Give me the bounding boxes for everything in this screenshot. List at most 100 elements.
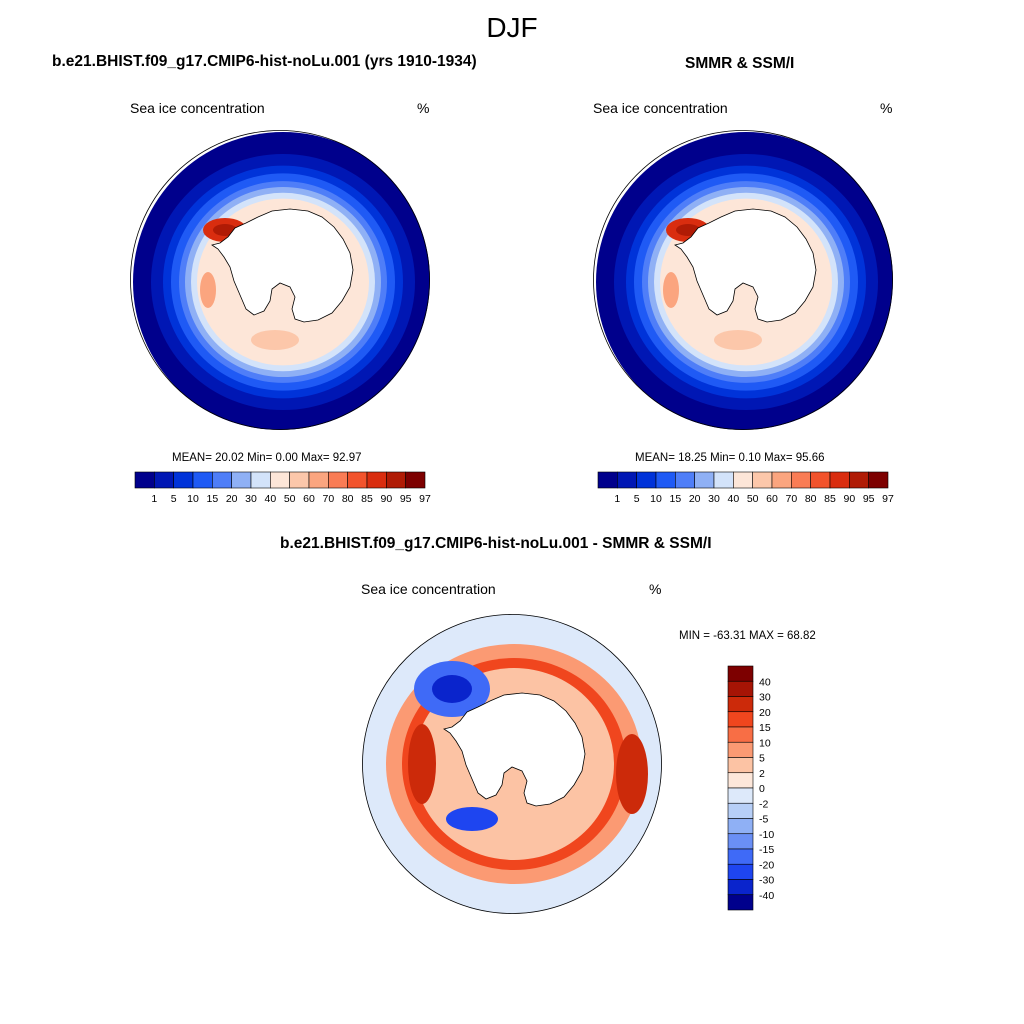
colorbar-box: [655, 471, 676, 489]
diff-stats: MIN = -63.31 MAX = 68.82: [679, 630, 816, 642]
colorbar-box: [727, 665, 754, 682]
diff-neg-ross: [446, 807, 498, 831]
colorbar-box: [154, 471, 174, 489]
colorbar-box: [727, 711, 754, 728]
obs-stats: MEAN= 18.25 Min= 0.10 Max= 95.66: [635, 452, 825, 464]
map-boundary: [593, 130, 893, 430]
colorbar-tick-label: -5: [759, 814, 768, 826]
colorbar-box: [727, 680, 754, 697]
model-variable-label: Sea ice concentration: [130, 100, 265, 116]
obs-map: [593, 130, 893, 430]
model-stats: MEAN= 20.02 Min= 0.00 Max= 92.97: [172, 452, 362, 464]
colorbar-box: [791, 471, 811, 489]
colorbar-box: [597, 471, 618, 489]
colorbar-box: [289, 471, 310, 489]
colorbar-box: [771, 471, 792, 489]
colorbar-tick-label: 90: [380, 493, 392, 505]
colorbar-tick-label: 40: [264, 493, 276, 505]
colorbar-box: [849, 471, 869, 489]
colorbar-tick-label: 97: [882, 493, 894, 505]
colorbar-box: [727, 696, 754, 713]
colorbar-tick-label: 20: [689, 493, 701, 505]
obs-units-label: %: [880, 100, 893, 116]
colorbar-box: [347, 471, 368, 489]
colorbar-box: [727, 879, 754, 896]
colorbar-tick-label: 40: [759, 676, 771, 688]
colorbar-box: [727, 787, 754, 804]
colorbar-box: [727, 894, 754, 911]
colorbar-tick-label: 95: [863, 493, 875, 505]
colorbar-tick-label: 15: [206, 493, 218, 505]
model-map: [130, 130, 430, 430]
colorbar-tick-label: 15: [759, 722, 771, 734]
colorbar-box: [694, 471, 715, 489]
colorbar-box: [636, 471, 657, 489]
colorbar-box: [366, 471, 387, 489]
colorbar-box: [752, 471, 773, 489]
colorbar-box: [829, 471, 850, 489]
colorbar-tick-label: -15: [759, 844, 774, 856]
colorbar-box: [727, 802, 754, 819]
diff-units-label: %: [649, 581, 662, 597]
colorbar-tick-label: 80: [805, 493, 817, 505]
colorbar-box: [231, 471, 252, 489]
colorbar-box: [405, 471, 426, 489]
colorbar-box: [250, 471, 271, 489]
ross-patch: [251, 330, 299, 350]
diff-map: [362, 614, 662, 914]
colorbar-tick-label: -2: [759, 798, 768, 810]
colorbar-tick-label: 30: [708, 493, 720, 505]
colorbar-box: [134, 471, 155, 489]
colorbar-box: [328, 471, 348, 489]
colorbar-tick-label: 5: [171, 493, 177, 505]
colorbar-tick-label: 30: [759, 692, 771, 704]
colorbar-tick-label: 10: [759, 737, 771, 749]
colorbar-tick-label: 90: [843, 493, 855, 505]
obs-variable-label: Sea ice concentration: [593, 100, 728, 116]
colorbar-box: [727, 818, 754, 835]
colorbar-tick-label: 20: [226, 493, 238, 505]
map-boundary: [362, 614, 662, 914]
ross-patch: [714, 330, 762, 350]
colorbar-tick-label: 20: [759, 707, 771, 719]
colorbar-box: [727, 833, 754, 850]
colorbar-tick-label: 50: [284, 493, 296, 505]
diff-panel-title: b.e21.BHIST.f09_g17.CMIP6-hist-noLu.001 …: [280, 535, 712, 552]
colorbar-tick-label: 70: [785, 493, 797, 505]
colorbar-box: [727, 772, 754, 789]
colorbar-box: [617, 471, 637, 489]
colorbar-box: [192, 471, 213, 489]
colorbar-box: [727, 863, 754, 880]
colorbar-tick-label: 80: [342, 493, 354, 505]
colorbar-box: [727, 741, 754, 758]
colorbar-box: [212, 471, 232, 489]
diff-neg-core: [432, 675, 472, 703]
colorbar-tick-label: 5: [634, 493, 640, 505]
antarctica-outline: [443, 692, 586, 807]
diff-pos-west: [408, 724, 436, 804]
diff-pos-east: [616, 734, 648, 814]
colorbar-tick-label: 97: [419, 493, 431, 505]
model-units-label: %: [417, 100, 430, 116]
colorbar-box: [727, 726, 754, 743]
colorbar-tick-label: 60: [766, 493, 778, 505]
colorbar-tick-label: -20: [759, 859, 774, 871]
colorbar-box: [733, 471, 753, 489]
figure-title: DJF: [486, 12, 538, 43]
colorbar-box: [810, 471, 831, 489]
map-boundary: [130, 130, 430, 430]
colorbar-tick-label: 10: [650, 493, 662, 505]
peninsula-patch: [663, 272, 679, 308]
model-colorbar: 1 5 10 15 20 30 40 50 60 70 80 85 90 95 97: [134, 471, 431, 505]
colorbar-box: [270, 471, 290, 489]
colorbar-tick-label: -30: [759, 875, 774, 887]
colorbar-box: [386, 471, 406, 489]
colorbar-tick-label: 85: [361, 493, 373, 505]
colorbar-tick-label: 0: [759, 783, 765, 795]
colorbar-box: [675, 471, 695, 489]
colorbar-tick-label: 1: [614, 493, 620, 505]
colorbar-box: [173, 471, 194, 489]
colorbar-tick-label: 85: [824, 493, 836, 505]
colorbar-box: [308, 471, 329, 489]
colorbar-tick-label: 70: [322, 493, 334, 505]
